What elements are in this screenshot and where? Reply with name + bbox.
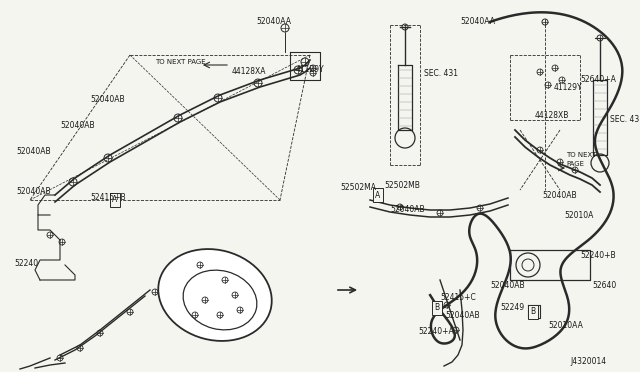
- Text: 52040AB: 52040AB: [16, 187, 51, 196]
- Text: B: B: [531, 307, 536, 315]
- Text: 41129Y: 41129Y: [296, 64, 324, 74]
- Text: 52502MB: 52502MB: [384, 180, 420, 189]
- Text: 52040AB: 52040AB: [445, 311, 479, 320]
- Text: SEC. 431: SEC. 431: [424, 70, 458, 78]
- Text: 52240: 52240: [14, 260, 38, 269]
- Text: TO NEXT PAGE: TO NEXT PAGE: [155, 59, 205, 65]
- Text: 52040AB: 52040AB: [16, 148, 51, 157]
- Ellipse shape: [158, 249, 272, 341]
- Text: A: A: [113, 196, 118, 205]
- Text: PAGE: PAGE: [566, 161, 584, 167]
- Text: 52415+B: 52415+B: [90, 193, 125, 202]
- Text: 52010A: 52010A: [564, 211, 593, 219]
- Text: SEC. 431: SEC. 431: [610, 115, 640, 125]
- Text: A: A: [376, 190, 381, 199]
- Text: 52502MA: 52502MA: [340, 183, 376, 192]
- Text: 52040AB: 52040AB: [90, 96, 125, 105]
- Text: 52040AA: 52040AA: [256, 17, 291, 26]
- Text: 52040AA: 52040AA: [460, 17, 495, 26]
- Text: TO NEXT: TO NEXT: [566, 152, 596, 158]
- Text: 52640+A: 52640+A: [580, 76, 616, 84]
- Text: 44128XA: 44128XA: [232, 67, 266, 77]
- Text: 52240+B: 52240+B: [580, 250, 616, 260]
- Text: 52040AB: 52040AB: [390, 205, 424, 215]
- Ellipse shape: [183, 270, 257, 330]
- Text: 52640: 52640: [592, 280, 616, 289]
- Text: 52040AB: 52040AB: [60, 121, 95, 129]
- Text: 52040AB: 52040AB: [542, 190, 577, 199]
- Text: B: B: [435, 304, 440, 312]
- Text: J4320014: J4320014: [570, 357, 606, 366]
- Text: B: B: [531, 308, 536, 317]
- Text: 52040AB: 52040AB: [490, 280, 525, 289]
- Text: 44128XB: 44128XB: [535, 110, 570, 119]
- Text: 52249: 52249: [500, 304, 524, 312]
- Text: 52415+C: 52415+C: [440, 294, 476, 302]
- Text: 52010AA: 52010AA: [548, 321, 583, 330]
- Text: 41129Y: 41129Y: [554, 83, 582, 93]
- Text: 52240+A: 52240+A: [418, 327, 454, 337]
